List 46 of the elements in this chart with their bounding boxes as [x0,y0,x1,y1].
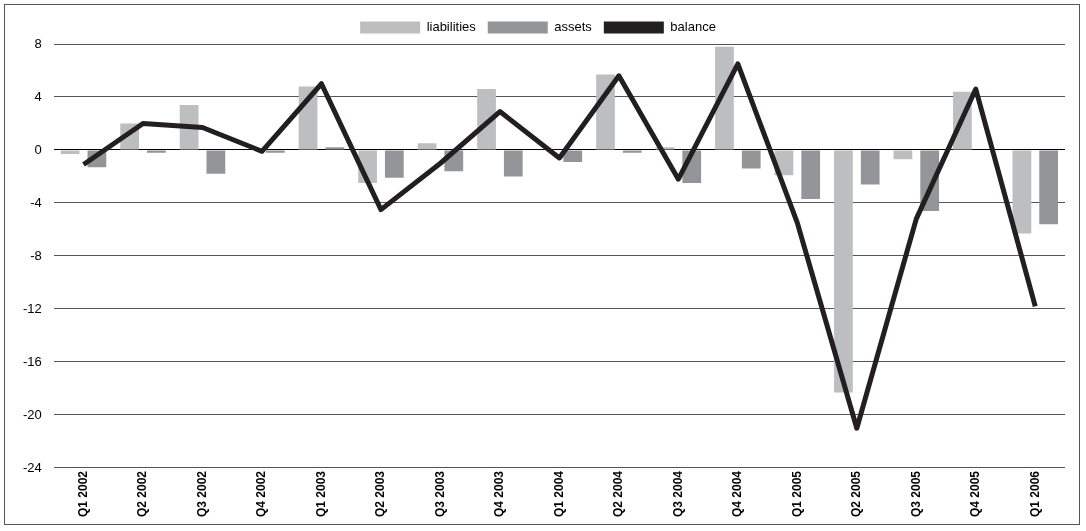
x-tick-label: Q2 2005 [849,470,864,518]
bar [206,150,226,174]
x-tick-label: Q2 2003 [373,470,388,518]
legend-label: balance [670,19,716,35]
bar [325,147,345,150]
legend-label: liabilities [426,19,477,35]
bar [147,150,166,153]
legend-label: assets [554,19,593,35]
y-tick-label: -16 [22,353,42,369]
bar [503,150,523,177]
x-tick-label: Q1 2004 [551,470,566,518]
bar [417,143,437,150]
x-tick-label: Q4 2005 [968,470,983,518]
bar [834,150,853,393]
x-tick-label: Q1 2003 [313,470,328,518]
y-tick-label: 8 [34,35,42,51]
x-tick-label: Q1 2002 [75,470,90,518]
bar [1039,150,1059,225]
y-tick-label: -20 [22,406,42,422]
y-tick-label: -8 [30,247,42,263]
y-tick-label: -4 [30,194,42,210]
bar [860,150,880,185]
bar [563,150,583,162]
bar [60,150,80,154]
bar [1012,150,1032,234]
bar [893,150,913,160]
bar [266,150,285,153]
y-tick-label: 0 [34,141,42,157]
y-tick-label: -12 [22,300,42,316]
x-tick-label: Q2 2004 [611,470,626,518]
x-tick-label: Q1 2005 [789,470,804,518]
bar [384,150,404,178]
x-tick-label: Q4 2002 [254,470,269,518]
y-tick-label: 4 [34,88,42,104]
x-tick-label: Q3 2005 [908,470,923,518]
x-tick-label: Q3 2004 [670,470,685,518]
x-tick-label: Q4 2003 [492,470,507,518]
bar [741,150,761,169]
x-tick-label: Q3 2003 [432,470,447,518]
x-tick-label: Q2 2002 [135,470,150,518]
x-tick-label: Q1 2006 [1027,470,1042,518]
bar [622,150,642,153]
x-tick-label: Q3 2002 [194,470,209,518]
y-tick-label: -24 [22,459,42,475]
x-tick-label: Q4 2004 [730,470,745,518]
bar [801,150,821,200]
